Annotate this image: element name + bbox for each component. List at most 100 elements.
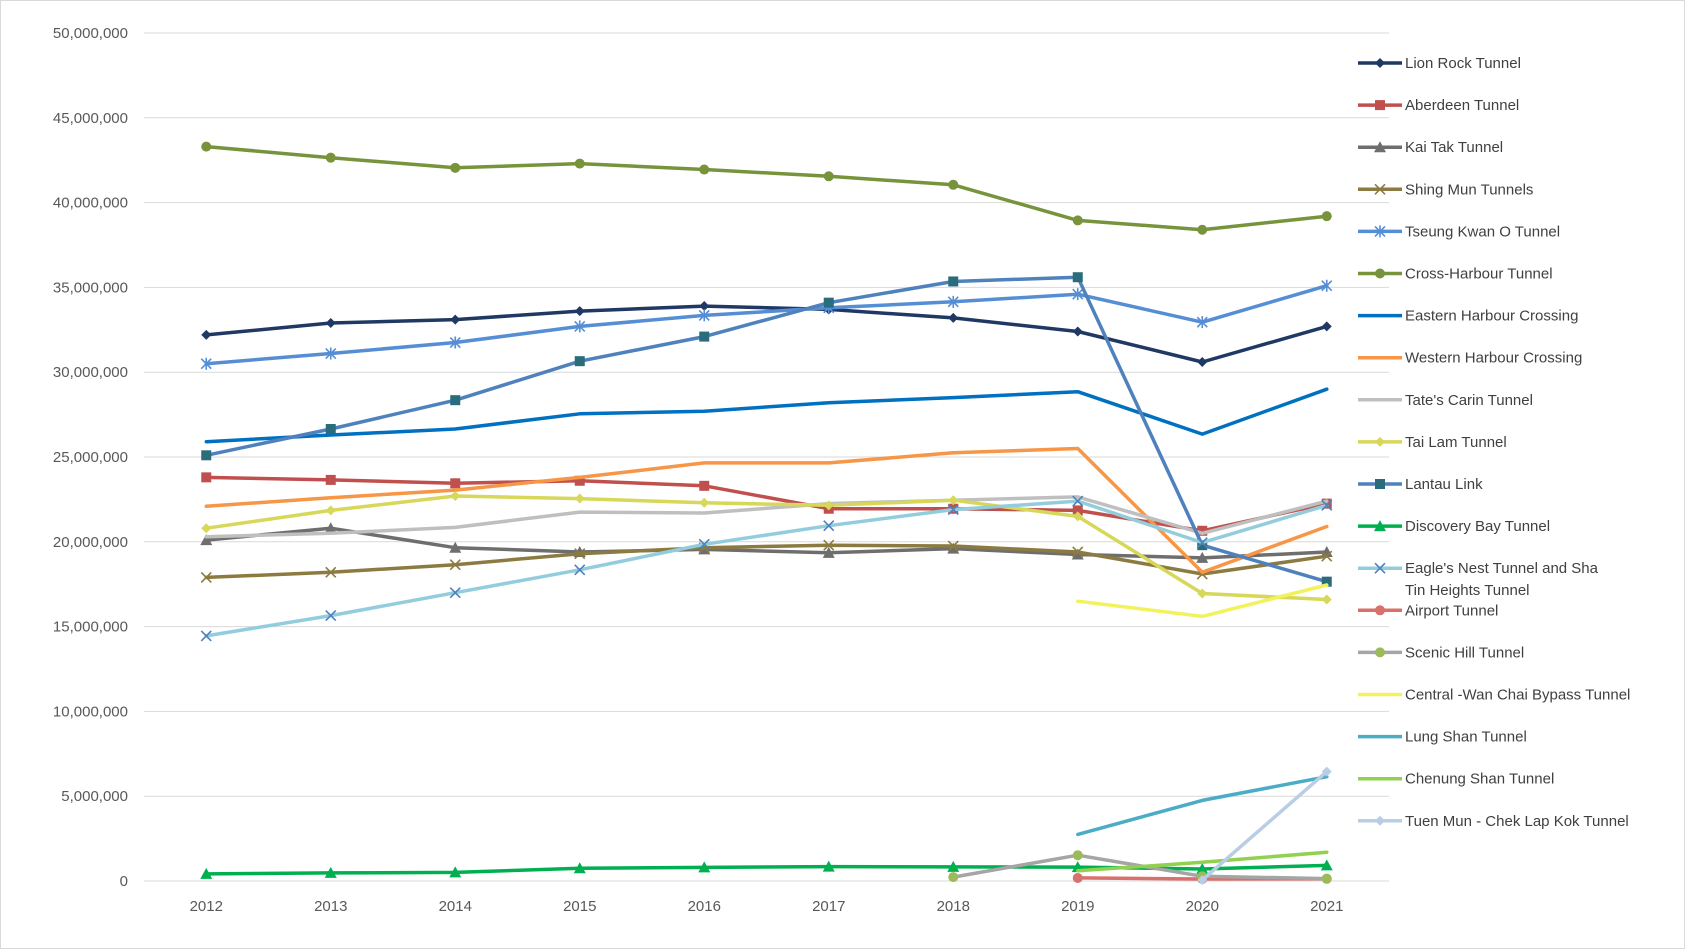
data-point xyxy=(948,179,959,190)
series-17 xyxy=(1076,850,1329,873)
data-point xyxy=(822,546,835,558)
y-tick-label: 45,000,000 xyxy=(53,110,128,127)
x-tick-label: 2017 xyxy=(812,898,845,915)
data-point xyxy=(574,320,586,333)
data-point xyxy=(200,534,213,546)
data-point xyxy=(1321,594,1332,605)
data-point xyxy=(1197,874,1208,885)
data-point xyxy=(1072,511,1083,522)
series-line xyxy=(204,304,1329,364)
data-point xyxy=(324,522,337,534)
x-tick-label: 2020 xyxy=(1186,898,1219,915)
legend-item: Kai Tak Tunnel xyxy=(1358,139,1503,156)
series-line xyxy=(204,499,1329,638)
legend-item: Western Harbour Crossing xyxy=(1358,350,1582,367)
series-4 xyxy=(200,279,1333,370)
data-point xyxy=(699,480,710,491)
series-line xyxy=(204,494,1329,602)
series-lines xyxy=(200,141,1333,885)
series-line xyxy=(204,543,1329,580)
data-point xyxy=(947,295,959,308)
y-tick-label: 40,000,000 xyxy=(53,195,128,212)
data-point xyxy=(1196,862,1209,874)
data-point xyxy=(325,474,336,485)
data-point xyxy=(574,564,586,576)
legend-item: Aberdeen Tunnel xyxy=(1358,97,1519,114)
x-tick-label: 2021 xyxy=(1310,898,1343,915)
legend-item: Lantau Link xyxy=(1358,476,1483,493)
y-tick-label: 50,000,000 xyxy=(53,25,128,42)
x-tick-label: 2016 xyxy=(688,898,721,915)
legend-label: Eastern Harbour Crossing xyxy=(1405,308,1578,325)
data-point xyxy=(1072,288,1084,301)
series-line xyxy=(204,275,1329,584)
legend-item: Lion Rock Tunnel xyxy=(1358,55,1521,72)
data-point xyxy=(1197,357,1208,368)
data-point xyxy=(1374,141,1386,153)
data-point xyxy=(1196,537,1208,549)
legend-label: Chenung Shan Tunnel xyxy=(1405,771,1554,788)
y-tick-label: 15,000,000 xyxy=(53,619,128,636)
data-point xyxy=(1321,211,1332,222)
legend-label: Tai Lam Tunnel xyxy=(1405,434,1507,451)
data-point xyxy=(1374,562,1386,574)
data-point xyxy=(699,301,710,312)
data-point xyxy=(1374,183,1386,195)
series-18 xyxy=(1197,766,1332,885)
data-point xyxy=(1321,576,1332,587)
series-10 xyxy=(201,272,1332,587)
data-point xyxy=(200,357,212,370)
data-point xyxy=(948,872,959,883)
legend-item: Eagle's Nest Tunnel and Sha Tin Heights T… xyxy=(1358,560,1599,599)
data-point xyxy=(449,587,461,599)
data-point xyxy=(324,866,337,878)
data-point xyxy=(450,162,461,173)
series-16 xyxy=(1076,774,1329,837)
data-point xyxy=(201,141,212,152)
series-5 xyxy=(201,141,1332,235)
legend: Lion Rock Tunnel Aberdeen Tunnel Kai Tak T… xyxy=(1358,55,1630,830)
x-tick-label: 2019 xyxy=(1061,898,1094,915)
data-point xyxy=(698,538,710,550)
data-point xyxy=(1071,548,1084,560)
data-point xyxy=(1321,550,1333,562)
data-point xyxy=(325,424,336,435)
data-point xyxy=(698,309,710,322)
data-point xyxy=(1196,316,1208,329)
series-6 xyxy=(204,387,1329,444)
series-12 xyxy=(200,495,1333,642)
data-point xyxy=(201,450,212,461)
data-point xyxy=(947,540,959,552)
data-point xyxy=(1197,540,1208,551)
data-point xyxy=(1375,58,1385,68)
legend-label: Lion Rock Tunnel xyxy=(1405,55,1521,72)
data-point xyxy=(1072,546,1084,558)
data-point xyxy=(822,860,835,872)
data-point xyxy=(1197,224,1208,235)
data-point xyxy=(1375,436,1385,447)
y-tick-label: 20,000,000 xyxy=(53,534,128,551)
data-point xyxy=(948,276,959,287)
data-point xyxy=(1072,505,1083,516)
data-point xyxy=(449,866,462,878)
data-point xyxy=(574,158,585,169)
legend-label: Lantau Link xyxy=(1405,476,1483,493)
data-point xyxy=(1375,479,1385,489)
data-point xyxy=(1375,605,1385,616)
series-9 xyxy=(201,491,1332,605)
legend-item: Airport Tunnel xyxy=(1358,602,1498,619)
legend-label: Tuen Mun - Chek Lap Kok Tunnel xyxy=(1405,813,1629,830)
series-7 xyxy=(204,446,1329,575)
legend-label: Aberdeen Tunnel xyxy=(1405,97,1519,114)
data-point xyxy=(574,356,585,367)
series-line xyxy=(204,144,1329,232)
series-15 xyxy=(1076,583,1329,619)
data-point xyxy=(1374,520,1386,532)
data-point xyxy=(1197,588,1208,599)
data-point xyxy=(1375,647,1385,658)
data-point xyxy=(698,861,711,873)
data-point xyxy=(325,347,337,360)
x-tick-label: 2012 xyxy=(190,898,223,915)
data-point xyxy=(325,505,336,516)
